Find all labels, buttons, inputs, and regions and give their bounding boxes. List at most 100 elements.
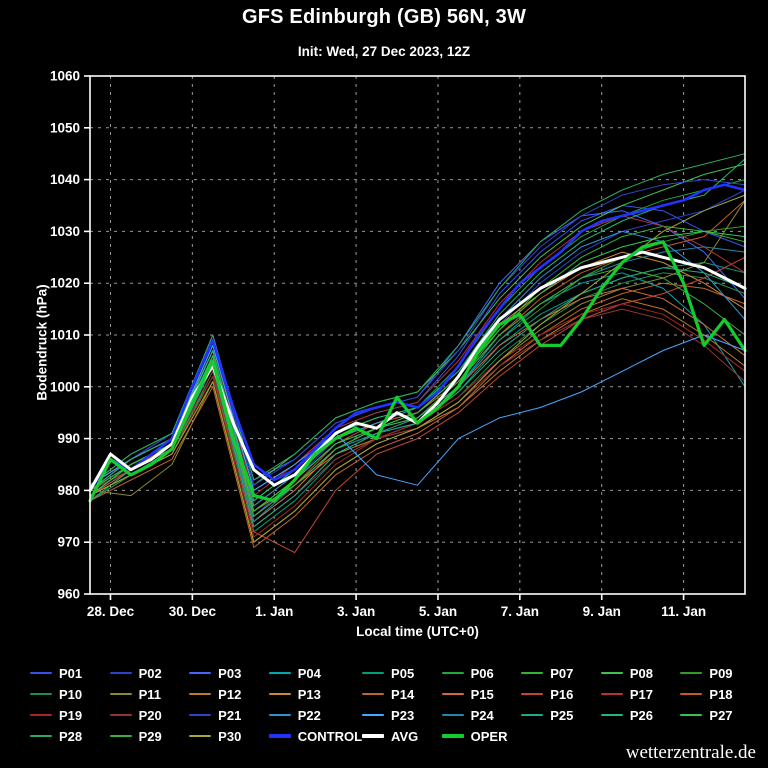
x-tick-label: 9. Jan	[583, 604, 621, 619]
legend-label: P04	[297, 665, 321, 681]
legend-item-p29: P29	[109, 728, 190, 744]
legend-item-p24: P24	[441, 707, 522, 723]
legend-label: AVG	[391, 728, 419, 744]
legend-label: P24	[470, 707, 494, 723]
legend-item-p25: P25	[521, 707, 601, 723]
legend-item-p15: P15	[441, 686, 522, 702]
legend-swatch	[680, 671, 703, 675]
legend-item-p27: P27	[680, 708, 760, 723]
legend-item-p28: P28	[30, 728, 110, 744]
legend-item-p10: P10	[30, 686, 110, 702]
member-line-p02	[89, 189, 746, 517]
legend-item-p21: P21	[189, 707, 269, 723]
legend-swatch	[441, 692, 464, 696]
member-line-p24	[89, 246, 746, 522]
legend-swatch	[30, 713, 52, 717]
legend-label: P29	[138, 728, 162, 744]
legend-label: P08	[629, 665, 653, 681]
legend-item-control: CONTROL	[268, 728, 363, 744]
legend-label: P12	[218, 686, 242, 702]
legend-label: P28	[59, 728, 83, 744]
legend-swatch	[521, 692, 544, 696]
legend-label: P22	[297, 707, 321, 723]
legend-swatch	[189, 671, 212, 675]
legend-label: P06	[470, 665, 494, 681]
y-tick-label: 1030	[50, 224, 80, 239]
legend-label: P14	[391, 686, 415, 702]
y-tick-label: 980	[57, 483, 80, 498]
legend-item-p02: P02	[109, 666, 190, 681]
member-line-p23	[89, 334, 746, 491]
legend-swatch	[680, 692, 703, 696]
legend-label: P15	[470, 686, 494, 702]
legend-label: P20	[138, 707, 162, 723]
legend-swatch	[268, 713, 291, 717]
legend-label: CONTROL	[297, 728, 363, 744]
legend-label: P21	[218, 707, 242, 723]
legend-swatch	[680, 713, 703, 717]
legend-item-p14: P14	[362, 686, 442, 702]
y-tick-label: 960	[57, 587, 80, 602]
legend-swatch	[268, 734, 291, 738]
legend-swatch	[521, 713, 544, 717]
member-line-p07	[89, 225, 746, 512]
y-axis-label: Bodendruck (hPa)	[34, 284, 50, 401]
y-tick-label: 990	[57, 431, 80, 446]
legend-swatch	[362, 734, 385, 738]
legend-swatch	[521, 671, 544, 675]
legend-label: P25	[550, 707, 574, 723]
legend-label: P30	[218, 728, 242, 744]
legend-swatch	[600, 713, 623, 717]
x-tick-label: 7. Jan	[501, 604, 539, 619]
chart-legend: P01 P02 P03 P04 P05 P06 P07 P08 P09 P10 P11 P12 P13 P…	[30, 665, 760, 744]
legend-item-p26: P26	[600, 708, 681, 723]
chart-subtitle: Init: Wed, 27 Dec 2023, 12Z	[297, 44, 471, 59]
member-line-p22	[89, 230, 746, 507]
main-line-oper	[88, 240, 747, 503]
legend-label: P07	[550, 665, 574, 681]
legend-item-p09: P09	[680, 666, 760, 681]
member-line-p13	[89, 251, 746, 507]
legend-label: P03	[218, 665, 242, 681]
member-line-p27	[89, 230, 746, 512]
legend-item-p18: P18	[680, 687, 760, 702]
legend-item-p08: P08	[600, 665, 681, 681]
legend-swatch	[109, 734, 132, 738]
legend-swatch	[189, 734, 212, 738]
legend-item-p07: P07	[521, 665, 601, 681]
legend-swatch	[30, 734, 52, 738]
legend-item-oper: OPER	[441, 728, 522, 744]
legend-item-p19: P19	[30, 707, 110, 723]
y-tick-label: 1040	[50, 172, 80, 187]
legend-label: OPER	[470, 728, 508, 744]
member-line-p14	[89, 282, 746, 548]
legend-item-p20: P20	[109, 707, 190, 723]
chart-title: GFS Edinburgh (GB) 56N, 3W	[241, 6, 527, 28]
legend-swatch	[109, 692, 132, 696]
member-line-p28	[89, 153, 746, 486]
legend-item-p05: P05	[362, 666, 442, 681]
x-tick-label: 28. Dec	[87, 604, 135, 619]
member-line-p08	[89, 163, 746, 486]
legend-item-p01: P01	[30, 666, 110, 681]
legend-item-avg: AVG	[362, 728, 442, 744]
legend-item-p23: P23	[362, 707, 442, 723]
legend-swatch	[600, 692, 623, 696]
legend-label: P23	[391, 707, 415, 723]
legend-label: P10	[59, 686, 83, 702]
legend-swatch	[189, 713, 212, 717]
legend-swatch	[30, 671, 52, 675]
legend-item-p16: P16	[521, 687, 601, 702]
legend-swatch	[362, 713, 385, 717]
y-tick-label: 1000	[50, 379, 80, 394]
legend-swatch	[362, 671, 385, 675]
legend-swatch	[441, 671, 464, 675]
legend-item-p22: P22	[268, 707, 362, 723]
legend-item-p06: P06	[441, 665, 522, 681]
legend-label: P11	[138, 686, 161, 702]
legend-swatch	[268, 671, 291, 675]
meteogram-plot: 960 970 980 990 1000 1010 1020 1030 1040 1050 1060…	[50, 69, 747, 619]
legend-label: P19	[59, 707, 83, 723]
y-tick-label: 1020	[50, 276, 80, 291]
